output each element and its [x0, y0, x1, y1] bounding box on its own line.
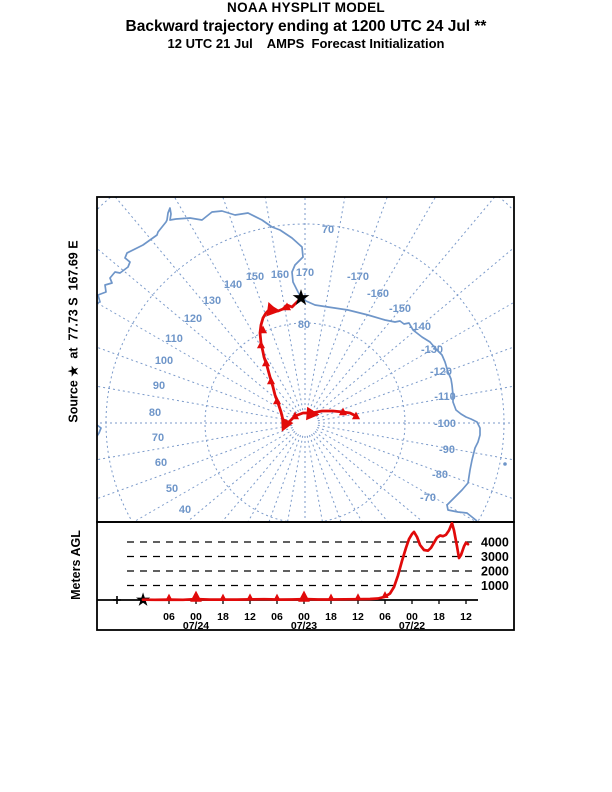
trajectory-time-marker	[272, 396, 282, 405]
date-label: 07/24	[183, 620, 209, 632]
trajectory-time-marker	[266, 301, 280, 317]
time-tick-label: 12	[244, 611, 256, 623]
trajectory	[256, 296, 361, 432]
longitude-label: -150	[389, 303, 411, 315]
trajectory-time-marker	[298, 590, 310, 602]
time-tick-label: 06	[271, 611, 283, 623]
time-tick-label: 00	[406, 611, 418, 623]
trajectory-time-marker	[281, 417, 294, 432]
model-title: NOAA HYSPLIT MODEL	[227, 0, 385, 15]
trajectory-time-marker	[258, 325, 268, 334]
longitude-label: 110	[165, 333, 183, 345]
trajectory-time-marker	[338, 407, 348, 416]
longitude-label: -130	[421, 344, 443, 356]
longitude-label: 50	[166, 483, 178, 495]
longitude-label: 170	[296, 267, 314, 279]
longitude-label: 140	[224, 279, 242, 291]
longitude-label: -170	[347, 271, 369, 283]
altitude-gridline-label: 1000	[481, 579, 509, 593]
longitude-label: -120	[430, 366, 452, 378]
source-star-icon: ★	[292, 288, 309, 309]
altitude-line	[141, 522, 470, 602]
trajectory-title: Backward trajectory ending at 1200 UTC 2…	[125, 17, 487, 35]
trajectory-time-marker	[273, 593, 281, 601]
trajectory-time-marker	[256, 340, 266, 349]
time-tick-label: 00	[298, 611, 310, 623]
latitude-label: 70	[322, 224, 334, 236]
longitude-label: -100	[434, 418, 456, 430]
trajectory-time-marker	[327, 593, 335, 601]
latitude-label: 80	[298, 319, 310, 331]
date-label: 07/22	[399, 620, 425, 632]
longitude-label: 160	[271, 269, 289, 281]
altitude-gridline-label: 3000	[481, 550, 509, 564]
trajectory-time-marker	[246, 593, 254, 601]
trajectory-time-marker	[354, 593, 362, 601]
time-tick-label: 06	[379, 611, 391, 623]
altitude-gridline-label: 4000	[481, 536, 509, 550]
lead-plus-marker	[113, 596, 121, 604]
trajectory-time-marker	[165, 593, 173, 601]
longitude-label: 80	[149, 407, 161, 419]
longitude-label: 90	[153, 380, 165, 392]
altitude-gridline-label: 2000	[481, 565, 509, 579]
altitude-line-group	[141, 522, 470, 602]
time-tick-label: 18	[217, 611, 229, 623]
longitude-label: 150	[246, 271, 264, 283]
trajectory-time-marker	[306, 406, 320, 421]
island-dot	[503, 462, 507, 466]
trajectory-time-marker	[282, 302, 292, 311]
longitude-label: 100	[155, 355, 173, 367]
longitude-label: 120	[184, 313, 202, 325]
initialization-subtitle: 12 UTC 21 Jul AMPS Forecast Initializati…	[167, 36, 445, 52]
time-tick-label: 12	[352, 611, 364, 623]
longitude-label: -160	[367, 288, 389, 300]
profile-frame	[96, 521, 515, 631]
time-tick-label: 18	[433, 611, 445, 623]
title-block: NOAA HYSPLIT MODEL Backward trajectory e…	[0, 0, 612, 53]
trajectory-time-marker	[190, 590, 202, 602]
longitude-label: -140	[409, 321, 431, 333]
time-tick-label: 18	[325, 611, 337, 623]
longitude-label: -70	[420, 492, 436, 504]
time-tick-label: 12	[460, 611, 472, 623]
trajectory-path	[258, 296, 358, 428]
trajectory-time-marker	[261, 358, 271, 367]
trajectory-time-marker	[266, 376, 276, 385]
longitude-label: 40	[179, 504, 191, 516]
time-tick-label: 06	[163, 611, 175, 623]
trajectory-time-marker	[351, 411, 361, 420]
trajectory-time-marker	[290, 411, 300, 420]
longitude-label: 60	[155, 457, 167, 469]
longitude-label: 130	[203, 295, 221, 307]
trajectory-time-marker	[381, 591, 389, 598]
date-label: 07/23	[291, 620, 317, 632]
longitude-label: -90	[439, 444, 455, 456]
longitude-label: 70	[152, 432, 164, 444]
trajectory-time-marker	[219, 593, 227, 601]
longitude-label: -80	[432, 469, 448, 481]
time-tick-label: 00	[190, 611, 202, 623]
longitude-label: -110	[434, 391, 455, 403]
